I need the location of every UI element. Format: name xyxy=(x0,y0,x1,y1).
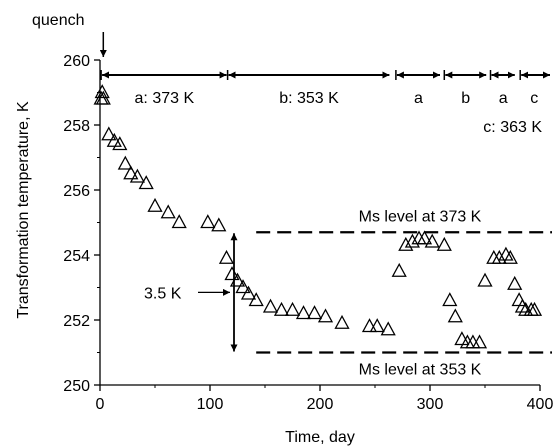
phase-label: a xyxy=(414,90,423,107)
data-point xyxy=(380,321,396,336)
data-point xyxy=(391,262,407,277)
x-tick-label: 300 xyxy=(417,396,444,413)
quench-label: quench xyxy=(32,12,85,29)
y-tick-label: 254 xyxy=(63,248,90,265)
data-point xyxy=(211,217,227,232)
data-point xyxy=(112,136,128,151)
data-point xyxy=(369,318,385,333)
data-point xyxy=(123,165,139,180)
axis-ticks: 250 252 254 256 258 260 0 100 200 300 400 xyxy=(63,53,553,413)
data-point xyxy=(507,275,523,290)
data-point xyxy=(224,266,240,281)
x-tick-label: 400 xyxy=(527,396,554,413)
data-point xyxy=(273,301,290,316)
data-point xyxy=(511,292,527,307)
data-point xyxy=(138,175,154,190)
delta-label: 3.5 K xyxy=(144,285,182,302)
data-point xyxy=(404,233,420,248)
data-point xyxy=(147,197,163,212)
data-point xyxy=(514,298,530,313)
data-point xyxy=(240,285,257,300)
data-point xyxy=(447,308,463,323)
data-point xyxy=(398,236,414,251)
data-point xyxy=(200,214,216,229)
data-point xyxy=(454,331,470,346)
reference-lines: Ms level at 373 K Ms level at 353 K xyxy=(256,208,552,379)
data-point xyxy=(117,155,133,170)
data-point xyxy=(491,249,507,264)
data-points xyxy=(93,84,543,349)
data-point xyxy=(502,249,518,264)
data-point xyxy=(477,272,493,287)
data-point xyxy=(306,305,323,320)
data-point xyxy=(317,308,334,323)
phase-label: b xyxy=(461,90,470,107)
data-point xyxy=(284,301,301,316)
x-tick-label: 0 xyxy=(96,396,105,413)
data-point xyxy=(94,84,110,99)
phase-label: b: 353 K xyxy=(279,90,339,107)
data-point xyxy=(416,230,433,245)
ms-reference-label: Ms level at 353 K xyxy=(359,362,482,379)
data-point xyxy=(526,301,543,316)
y-tick-label: 260 xyxy=(63,53,90,70)
data-point xyxy=(262,298,279,313)
data-point xyxy=(471,334,488,349)
data-point xyxy=(334,314,350,329)
data-point xyxy=(436,236,452,251)
phase-arrows: a: 373 K b: 353 K a b a c xyxy=(100,70,550,107)
data-point xyxy=(129,168,145,183)
phase-label: a: 373 K xyxy=(135,90,195,107)
data-point xyxy=(160,204,176,219)
data-point xyxy=(106,132,122,147)
data-point xyxy=(442,292,458,307)
data-point xyxy=(361,318,378,333)
y-tick-label: 256 xyxy=(63,183,90,200)
y-tick-label: 252 xyxy=(63,313,90,330)
y-tick-label: 250 xyxy=(63,378,90,395)
phase-label: a xyxy=(499,90,508,107)
y-tick-label: 258 xyxy=(63,118,90,135)
data-point xyxy=(295,305,312,320)
phase-label: c xyxy=(530,90,538,107)
data-point xyxy=(248,292,264,307)
data-point xyxy=(218,249,235,264)
data-point xyxy=(235,279,251,294)
data-point xyxy=(424,233,440,248)
data-point xyxy=(171,214,187,229)
data-point xyxy=(229,272,246,287)
annotations: quench c: 363 K 3.5 K xyxy=(32,12,542,352)
data-point xyxy=(101,126,117,141)
phase-c-label: c: 363 K xyxy=(483,119,542,136)
x-tick-label: 100 xyxy=(197,396,224,413)
data-point xyxy=(95,90,111,105)
ms-reference-label: Ms level at 373 K xyxy=(359,208,482,225)
y-axis-title: Transformation temperature, K xyxy=(15,101,32,319)
x-tick-label: 200 xyxy=(307,396,334,413)
x-axis-title: Time, day xyxy=(285,429,355,446)
